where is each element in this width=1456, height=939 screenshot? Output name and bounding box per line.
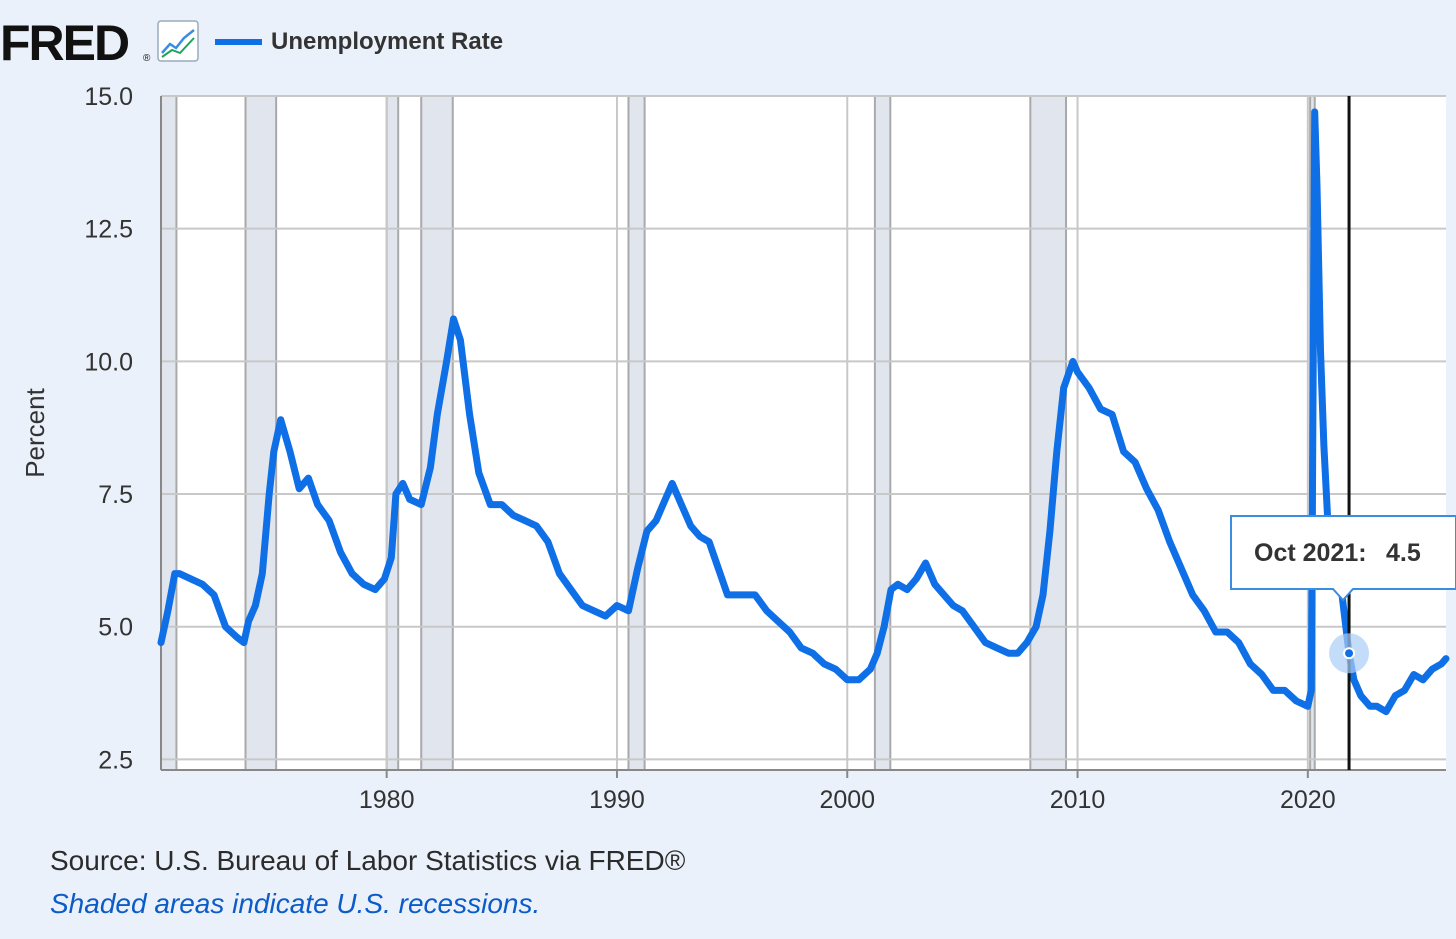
y-tick-label: 10.0 [84,348,133,376]
x-tick-label: 1990 [589,786,645,814]
tooltip-date: Oct 2021: [1254,539,1367,567]
x-tick-label: 2000 [819,786,875,814]
y-axis-label: Percent [20,387,50,477]
tooltip-value: 4.5 [1386,539,1421,567]
grid-lines [161,95,1446,770]
y-tick-label: 2.5 [98,746,133,774]
source-note: Source: U.S. Bureau of Labor Statistics … [50,845,686,876]
legend-label: Unemployment Rate [271,28,503,55]
recession-band [873,96,892,770]
line-chart-icon[interactable] [157,20,199,62]
series-line-unemployment-rate [157,108,1450,716]
recession-band [160,96,178,770]
highlight-point[interactable] [1343,647,1356,660]
x-tick-label: 2010 [1050,786,1106,814]
recession-bands [160,96,1316,770]
recession-band [244,96,278,770]
y-tick-label: 15.0 [84,83,133,111]
recession-note[interactable]: Shaded areas indicate U.S. recessions. [50,888,541,919]
recession-band [627,96,646,770]
recession-band [385,96,400,770]
y-tick-label: 7.5 [98,481,133,509]
x-tick-label: 1980 [359,786,415,814]
tooltip: Oct 2021: 4.5 [1230,515,1456,602]
y-tick-label: 5.0 [98,614,133,642]
y-axis-ticks: 2.5 5.0 7.5 10.0 12.5 15.0 [84,83,133,774]
fred-logo-mark: ® [143,53,151,64]
x-tick-label: 2020 [1280,786,1336,814]
fred-logo[interactable]: FRED [0,15,131,71]
x-axis-ticks: 1980 1990 2000 2010 2020 [359,770,1336,814]
y-tick-label: 12.5 [84,216,133,244]
plot-area [161,96,1446,770]
